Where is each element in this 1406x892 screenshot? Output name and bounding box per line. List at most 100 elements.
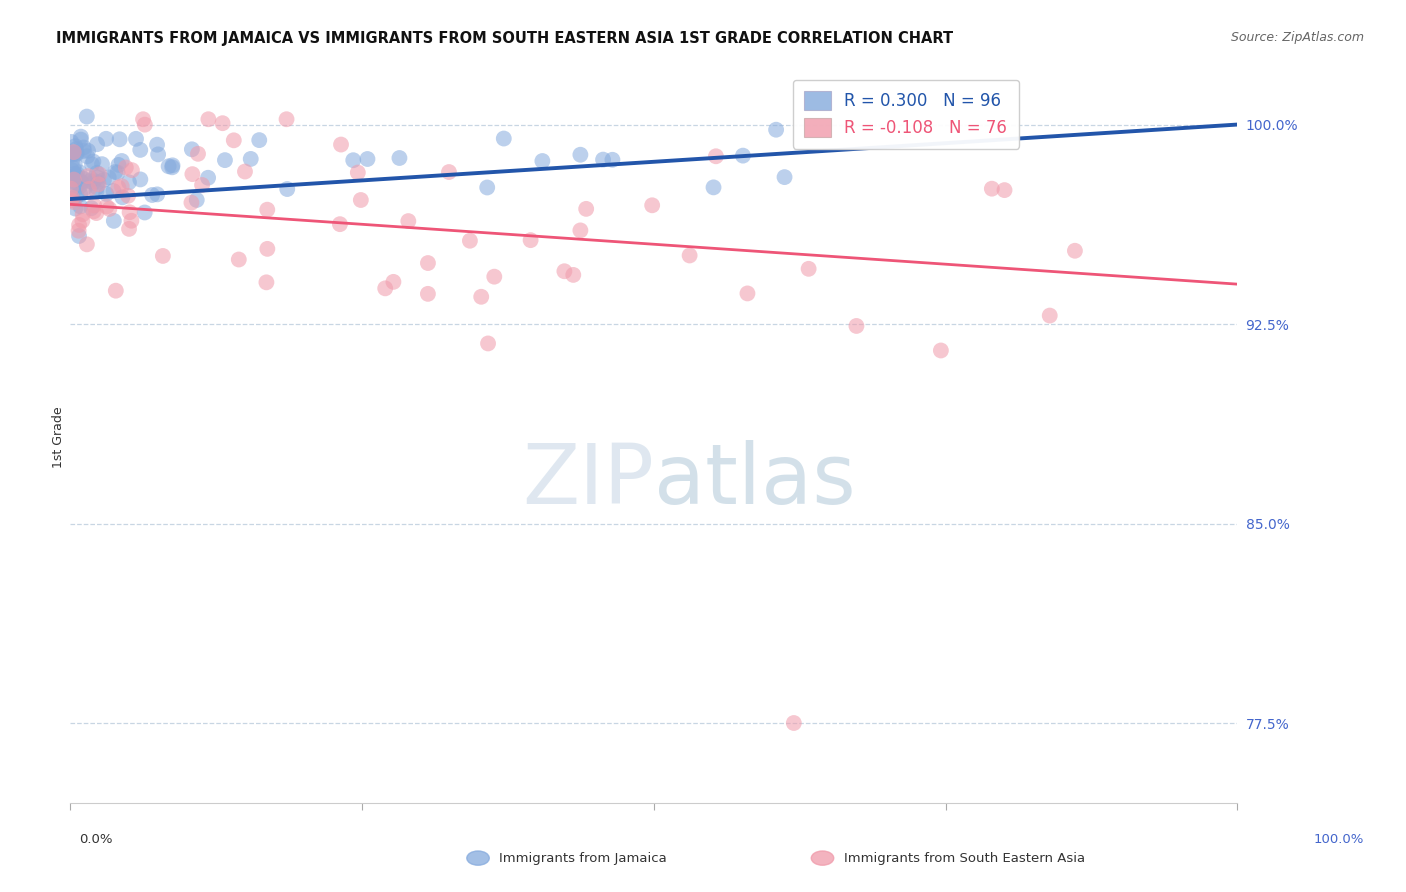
Point xyxy=(157,159,180,173)
Point xyxy=(103,214,125,228)
Point xyxy=(67,224,90,238)
Point xyxy=(356,152,378,166)
Point xyxy=(783,716,806,731)
Point xyxy=(731,148,754,162)
Point xyxy=(118,175,141,189)
Point xyxy=(773,170,796,185)
Point xyxy=(129,172,152,186)
Point xyxy=(276,182,298,196)
Point xyxy=(765,122,787,136)
Point xyxy=(66,178,89,193)
Point xyxy=(104,165,127,179)
Point xyxy=(388,151,411,165)
Point xyxy=(254,276,277,290)
Point xyxy=(65,169,87,184)
Point xyxy=(86,206,108,220)
Point xyxy=(125,132,148,146)
Point xyxy=(66,189,89,203)
Point xyxy=(69,165,91,179)
Text: Immigrants from Jamaica: Immigrants from Jamaica xyxy=(499,852,666,864)
Point xyxy=(197,112,219,127)
Point xyxy=(60,147,83,161)
Point xyxy=(80,172,103,186)
Point xyxy=(73,181,96,195)
Point xyxy=(929,343,952,358)
Point xyxy=(80,201,103,215)
Point xyxy=(396,214,419,228)
Point xyxy=(86,137,108,152)
Point xyxy=(187,146,209,161)
Point xyxy=(382,275,405,289)
Point xyxy=(63,157,86,171)
Point xyxy=(94,132,117,146)
Text: 100.0%: 100.0% xyxy=(1313,833,1364,846)
Point xyxy=(66,167,89,181)
Point xyxy=(120,213,142,227)
Point xyxy=(65,146,87,161)
Point xyxy=(492,131,515,145)
Point xyxy=(702,180,724,194)
Point xyxy=(98,202,121,216)
Point xyxy=(72,207,94,221)
Point xyxy=(86,170,108,185)
Point xyxy=(146,137,169,152)
Point xyxy=(641,198,664,212)
Point xyxy=(329,217,352,231)
Point xyxy=(70,176,93,190)
Point xyxy=(134,205,156,219)
Point xyxy=(69,187,91,202)
Point xyxy=(519,233,541,247)
Point xyxy=(107,180,129,194)
Point xyxy=(160,161,183,175)
Text: IMMIGRANTS FROM JAMAICA VS IMMIGRANTS FROM SOUTH EASTERN ASIA 1ST GRADE CORRELAT: IMMIGRANTS FROM JAMAICA VS IMMIGRANTS FR… xyxy=(56,31,953,46)
Point xyxy=(233,164,256,178)
Point xyxy=(87,178,110,192)
Point xyxy=(437,165,460,179)
Point xyxy=(180,142,202,156)
Point xyxy=(239,152,262,166)
Point xyxy=(416,286,439,301)
Point xyxy=(197,170,219,185)
Point xyxy=(111,179,134,194)
Point xyxy=(72,140,94,154)
Point xyxy=(347,165,370,179)
Point xyxy=(458,234,481,248)
Point xyxy=(146,147,169,161)
Point xyxy=(82,154,104,169)
Point xyxy=(797,261,820,276)
Point xyxy=(562,268,585,282)
Point xyxy=(62,147,84,161)
Point xyxy=(65,176,87,190)
Point xyxy=(118,222,141,236)
Point xyxy=(993,183,1015,197)
Point xyxy=(186,193,208,207)
Y-axis label: 1st Grade: 1st Grade xyxy=(52,406,65,468)
Point xyxy=(117,189,139,203)
Point xyxy=(181,167,204,181)
Point xyxy=(60,153,83,168)
Point xyxy=(91,157,114,171)
Point xyxy=(111,190,134,204)
Point xyxy=(152,249,174,263)
Point xyxy=(80,157,103,171)
Point xyxy=(66,147,89,161)
Point xyxy=(222,133,245,147)
Point xyxy=(62,161,84,176)
Point xyxy=(60,193,83,207)
Point xyxy=(86,166,108,180)
Point xyxy=(76,110,98,124)
Point xyxy=(129,143,152,157)
Point xyxy=(114,161,136,175)
Point xyxy=(704,149,727,163)
Point xyxy=(70,132,93,146)
Point xyxy=(602,153,624,167)
Point xyxy=(121,163,143,178)
Text: Source: ZipAtlas.com: Source: ZipAtlas.com xyxy=(1230,31,1364,45)
Point xyxy=(107,158,129,172)
Point xyxy=(60,191,83,205)
Point xyxy=(132,112,155,127)
Point xyxy=(569,147,592,161)
Point xyxy=(69,179,91,194)
Point xyxy=(477,180,499,194)
Point xyxy=(76,237,98,252)
